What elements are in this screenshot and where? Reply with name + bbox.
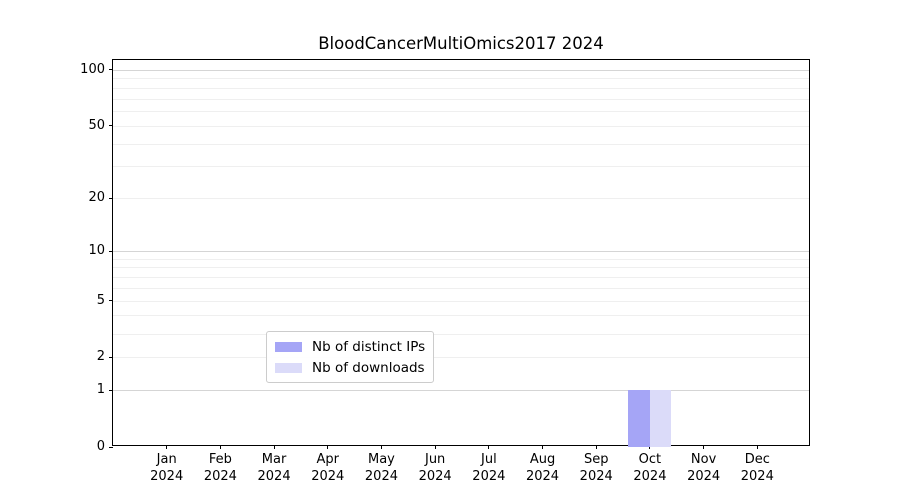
y-tick-mark bbox=[109, 300, 113, 302]
gridline-minor bbox=[113, 258, 809, 260]
bar-distinct-ips bbox=[628, 390, 650, 447]
x-tick-label: Apr 2024 bbox=[311, 452, 345, 484]
x-tick-mark bbox=[380, 445, 382, 449]
y-tick-mark bbox=[109, 389, 113, 391]
x-tick-mark bbox=[488, 445, 490, 449]
x-tick-mark bbox=[273, 445, 275, 449]
gridline-minor bbox=[113, 198, 809, 200]
x-tick-label: Nov 2024 bbox=[687, 452, 721, 484]
gridline-major bbox=[113, 251, 809, 253]
gridline-major bbox=[113, 390, 809, 392]
y-tick-label: 0 bbox=[96, 439, 105, 454]
y-tick-label: 1 bbox=[96, 382, 105, 398]
gridline-minor bbox=[113, 166, 809, 168]
y-tick-label: 50 bbox=[88, 117, 105, 133]
gridline-minor bbox=[113, 111, 809, 113]
x-tick-label: Jan 2024 bbox=[150, 452, 184, 484]
gridline-minor bbox=[113, 287, 809, 289]
y-tick-mark bbox=[109, 446, 113, 448]
gridline-minor bbox=[113, 78, 809, 80]
plot-area: 0 1 2 5 10 20 50 100 Jan 2024 Feb 2024 Mar 2024 Apr… bbox=[80, 59, 810, 484]
y-tick-mark bbox=[109, 197, 113, 199]
y-tick-mark bbox=[109, 250, 113, 252]
x-tick-mark bbox=[703, 445, 705, 449]
legend-label: Nb of downloads bbox=[312, 359, 425, 376]
x-tick-label: Jul 2024 bbox=[472, 452, 506, 484]
legend-swatch bbox=[275, 362, 302, 373]
y-tick-mark bbox=[109, 125, 113, 127]
x-tick-label: Sep 2024 bbox=[579, 452, 613, 484]
gridline-minor bbox=[113, 333, 809, 335]
y-tick-label: 2 bbox=[96, 349, 105, 365]
bar-downloads bbox=[649, 390, 672, 447]
x-tick-mark bbox=[166, 445, 168, 449]
y-tick-label: 20 bbox=[88, 190, 105, 206]
x-tick-mark bbox=[327, 445, 329, 449]
legend: Nb of distinct IPs Nb of downloads bbox=[266, 331, 435, 383]
x-tick-mark bbox=[756, 445, 758, 449]
legend-item: Nb of downloads bbox=[275, 358, 425, 377]
gridline-minor bbox=[113, 315, 809, 317]
chart-title: BloodCancerMultiOmics2017 2024 bbox=[318, 34, 604, 53]
x-tick-mark bbox=[649, 445, 651, 449]
x-tick-mark bbox=[595, 445, 597, 449]
x-tick-label: Aug 2024 bbox=[525, 452, 560, 484]
gridline-major bbox=[113, 69, 809, 71]
x-tick-label: Mar 2024 bbox=[257, 452, 291, 484]
gridline-minor bbox=[113, 98, 809, 100]
x-tick-mark bbox=[219, 445, 221, 449]
y-tick-mark bbox=[109, 69, 113, 71]
x-tick-label: Feb 2024 bbox=[203, 452, 237, 484]
gridline-minor bbox=[113, 87, 809, 89]
y-tick-label: 10 bbox=[88, 243, 105, 259]
gridline-minor bbox=[113, 357, 809, 359]
x-tick-label: Dec 2024 bbox=[740, 452, 774, 484]
legend-label: Nb of distinct IPs bbox=[312, 338, 426, 355]
legend-item: Nb of distinct IPs bbox=[275, 337, 425, 356]
legend-swatch bbox=[275, 341, 302, 352]
x-tick-label: May 2024 bbox=[364, 452, 398, 484]
x-tick-mark bbox=[434, 445, 436, 449]
gridline-minor bbox=[113, 125, 809, 127]
y-tick-label: 5 bbox=[96, 292, 105, 308]
x-tick-mark bbox=[542, 445, 544, 449]
gridline-minor bbox=[113, 143, 809, 145]
gridline-minor bbox=[113, 277, 809, 279]
x-tick-label: Jun 2024 bbox=[418, 452, 452, 484]
gridline-minor bbox=[113, 300, 809, 302]
gridline-minor bbox=[113, 267, 809, 269]
y-tick-mark bbox=[109, 356, 113, 358]
x-tick-label: Oct 2024 bbox=[633, 452, 667, 484]
y-tick-label: 100 bbox=[80, 61, 105, 77]
